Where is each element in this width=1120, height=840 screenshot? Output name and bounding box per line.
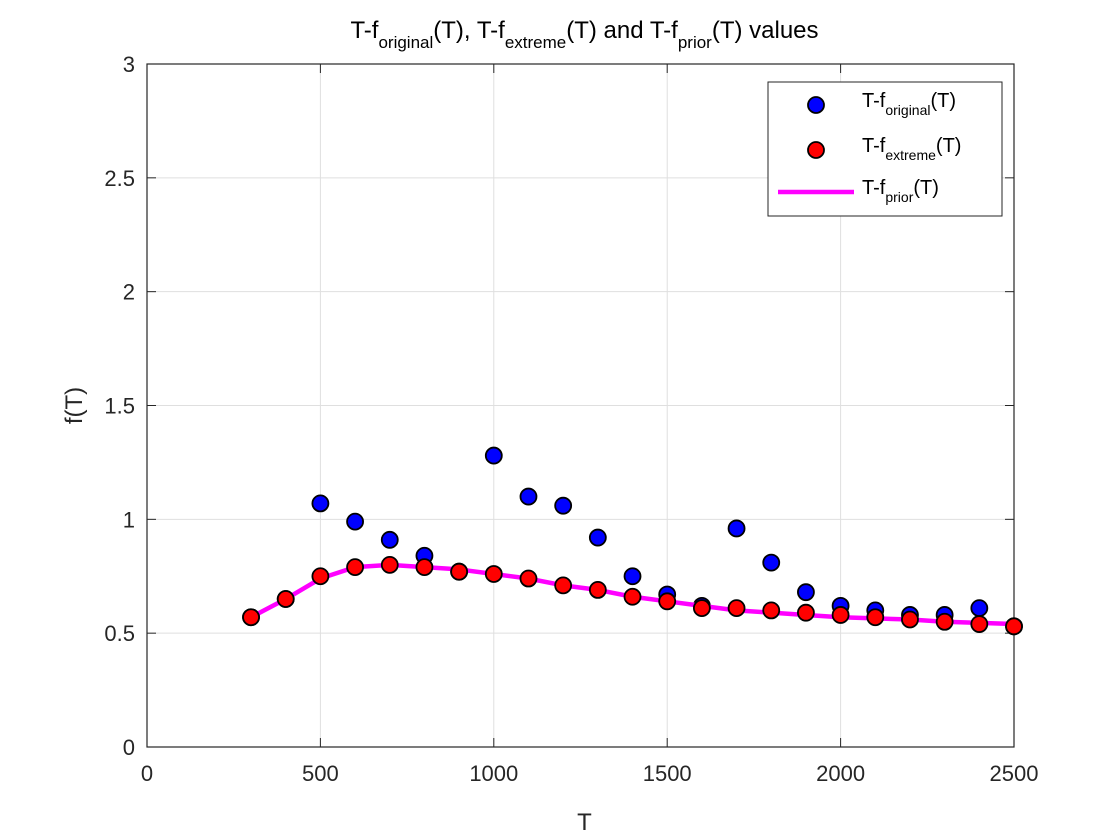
y-tick-label: 0.5 (104, 621, 135, 646)
point-original (554, 496, 573, 515)
point-extreme (311, 567, 330, 586)
x-tick-label: 2000 (816, 761, 865, 786)
point-original (519, 487, 538, 506)
x-tick-label: 500 (302, 761, 339, 786)
legend-label: T-fextreme(T) (862, 135, 961, 163)
point-extreme (415, 558, 434, 577)
x-tick-label: 2500 (990, 761, 1039, 786)
point-extreme (519, 569, 538, 588)
point-extreme (346, 558, 364, 577)
point-extreme (970, 615, 989, 633)
point-extreme (727, 599, 746, 618)
y-tick-label: 1.5 (104, 394, 135, 419)
point-original (797, 583, 815, 602)
point-extreme (658, 592, 677, 611)
legend-label: T-foriginal(T) (862, 90, 956, 118)
point-original (623, 567, 642, 586)
point-extreme (797, 603, 815, 622)
y-tick-label: 2 (123, 280, 135, 305)
point-extreme (450, 562, 469, 581)
point-extreme (831, 606, 850, 624)
y-tick-label: 1 (123, 507, 135, 532)
y-tick-label: 2.5 (104, 166, 135, 191)
point-extreme (588, 581, 607, 599)
point-extreme (276, 590, 295, 608)
chart-title: T-foriginal(T), T-fextreme(T) and T-fpri… (350, 17, 818, 52)
y-tick-label: 0 (123, 735, 135, 760)
point-extreme (242, 608, 260, 627)
point-extreme (1005, 617, 1023, 636)
point-extreme (554, 576, 573, 595)
y-tick-label: 3 (123, 52, 135, 77)
point-original (311, 494, 330, 513)
legend-label: T-fprior(T) (862, 177, 939, 205)
point-original (762, 553, 781, 572)
legend-marker-original (807, 96, 825, 114)
point-original (346, 512, 364, 531)
point-extreme (380, 555, 399, 574)
point-extreme (935, 612, 954, 631)
point-extreme (623, 587, 642, 606)
point-original (484, 446, 503, 465)
x-tick-label: 1000 (469, 761, 518, 786)
point-extreme (901, 610, 919, 629)
point-original (970, 599, 989, 618)
point-original (380, 530, 399, 549)
point-extreme (692, 599, 711, 618)
point-original (727, 519, 746, 538)
point-original (588, 528, 607, 547)
point-extreme (762, 601, 781, 620)
x-axis-label: T (577, 809, 592, 836)
point-extreme (484, 565, 503, 583)
legend-marker-extreme (807, 141, 825, 159)
x-tick-label: 0 (141, 761, 153, 786)
point-extreme (866, 608, 885, 627)
y-axis-label: f(T) (61, 387, 88, 424)
x-tick-label: 1500 (643, 761, 692, 786)
